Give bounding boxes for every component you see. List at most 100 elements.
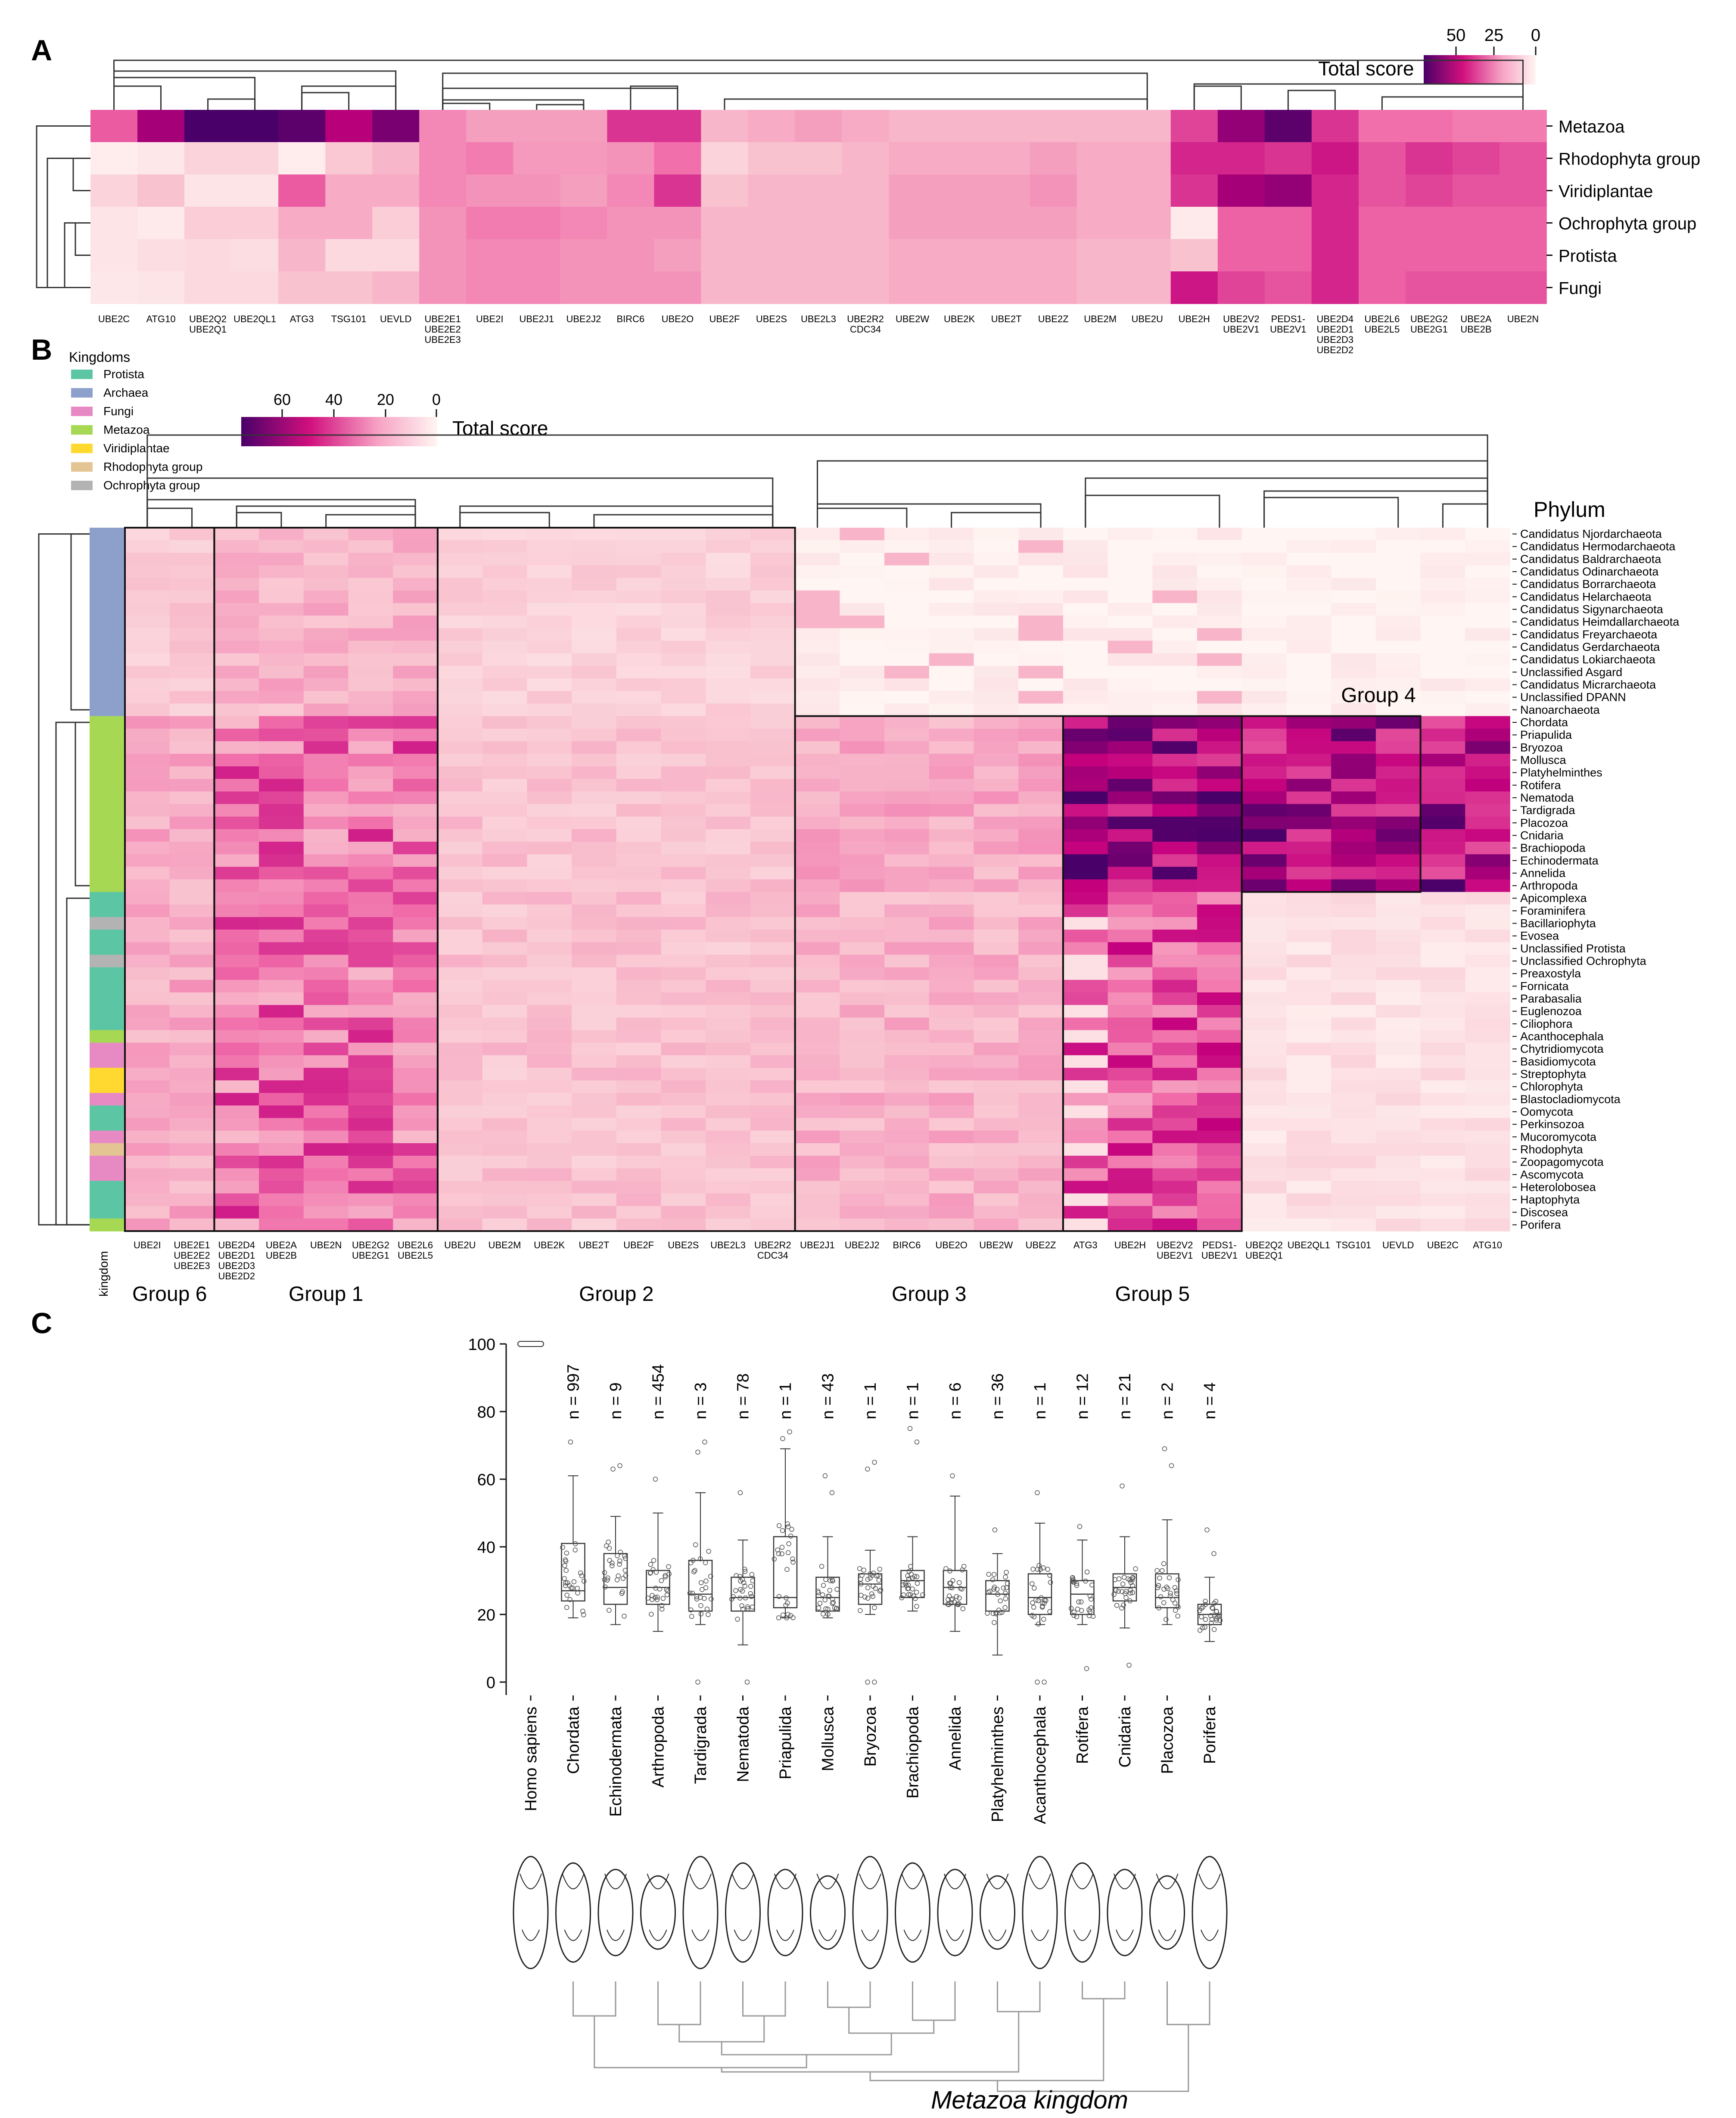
heatmap-cell	[616, 1118, 662, 1131]
heatmap-cell	[840, 766, 885, 780]
heatmap-cell	[325, 271, 373, 304]
heatmap-cell	[348, 741, 393, 754]
heatmap-cell	[661, 666, 706, 679]
n-label: n = 9	[607, 1382, 625, 1419]
heatmap-cell	[438, 1181, 483, 1194]
heatmap-cell	[572, 590, 617, 603]
heatmap-cell	[1241, 1193, 1287, 1207]
heatmap-cell	[527, 628, 572, 641]
heatmap-cell	[393, 1118, 438, 1131]
heatmap-cell	[706, 1042, 751, 1056]
heatmap-cell	[1286, 1042, 1332, 1056]
heatmap-cell	[348, 1055, 393, 1068]
heatmap-cell	[840, 1105, 885, 1119]
heatmap-cell	[1375, 1080, 1421, 1094]
heatmap-cell	[616, 1093, 662, 1106]
heatmap-cell	[929, 1168, 974, 1182]
heatmap-cell	[929, 867, 974, 880]
heatmap-cell	[750, 1005, 796, 1018]
heatmap-cell	[393, 867, 438, 880]
column-label: UEVLD	[1382, 1240, 1414, 1250]
heatmap-cell	[929, 842, 974, 855]
heatmap-cell	[348, 867, 393, 880]
heatmap-cell	[1197, 766, 1242, 780]
heatmap-cell	[706, 1017, 751, 1031]
kingdom-strip-cell	[90, 816, 125, 830]
phylum-label: Chordata	[1520, 716, 1568, 729]
heatmap-cell	[125, 616, 170, 629]
heatmap-cell	[1331, 1030, 1376, 1043]
heatmap-cell	[974, 1042, 1019, 1056]
heatmap-cell	[419, 271, 467, 304]
heatmap-cell	[1465, 879, 1510, 893]
heatmap-cell	[1076, 142, 1124, 175]
data-point	[659, 1578, 664, 1583]
heatmap-cell	[1030, 271, 1077, 304]
heatmap-cell	[482, 1005, 528, 1018]
heatmap-cell	[438, 967, 483, 980]
kingdom-strip-cell	[90, 565, 125, 578]
heatmap-cell	[214, 1080, 259, 1094]
data-point	[1041, 1617, 1046, 1622]
heatmap-cell	[661, 728, 706, 742]
heatmap-cell	[527, 766, 572, 780]
heatmap-cell	[616, 917, 662, 930]
heatmap-cell	[169, 980, 215, 993]
data-point	[1210, 1605, 1215, 1611]
heatmap-cell	[1420, 716, 1466, 729]
heatmap-cell	[393, 1156, 438, 1169]
heatmap-cell	[572, 867, 617, 880]
data-point	[825, 1593, 831, 1599]
data-point	[1004, 1570, 1009, 1575]
heatmap-cell	[750, 804, 796, 817]
heatmap-cell	[1018, 842, 1064, 855]
heatmap-cell	[1241, 528, 1287, 541]
heatmap-cell	[393, 1105, 438, 1119]
heatmap-cell	[750, 904, 796, 917]
data-point	[871, 1583, 876, 1589]
heatmap-cell	[1375, 829, 1421, 842]
column-label: UBE2L5	[398, 1250, 433, 1261]
data-point	[648, 1570, 653, 1575]
heatmap-cell	[393, 1193, 438, 1207]
heatmap-cell	[1108, 1193, 1153, 1207]
heatmap-cell	[1500, 142, 1547, 175]
heatmap-cell	[482, 728, 528, 742]
heatmap-cell	[706, 628, 751, 641]
heatmap-cell	[1241, 628, 1287, 641]
kingdom-strip-cell	[90, 540, 125, 554]
data-point	[905, 1583, 911, 1588]
data-point	[865, 1585, 871, 1590]
heatmap-cell	[1375, 1181, 1421, 1194]
panel-b-column-labels: UBE2I UBE2E1UBE2E2UBE2E3UBE2D4UBE2D1UBE2D…	[134, 1240, 1502, 1281]
heatmap-cell	[1108, 779, 1153, 792]
heatmap-cell	[1286, 917, 1332, 930]
heatmap-cell	[259, 892, 304, 905]
column-label: TSG101	[1336, 1240, 1371, 1250]
heatmap-cell	[1375, 616, 1421, 629]
dendrogram-branch	[1193, 85, 1242, 110]
kingdom-strip-cell	[90, 867, 125, 880]
heatmap-cell	[438, 829, 483, 842]
taxon-label: Arthropoda	[650, 1706, 668, 1788]
dendrogram-branch	[1085, 477, 1488, 528]
taxon-label: Rotifera	[1074, 1706, 1092, 1764]
heatmap-cell	[1465, 1156, 1510, 1169]
data-point	[737, 1595, 743, 1601]
heatmap-cell	[1152, 829, 1198, 842]
phylum-label: Priapulida	[1520, 728, 1572, 741]
dendrogram-branch	[817, 503, 1042, 528]
heatmap-cell	[527, 753, 572, 767]
heatmap-cell	[974, 741, 1019, 754]
heatmap-cell	[438, 930, 483, 943]
row-label: Rhodophyta group	[1559, 150, 1700, 169]
heatmap-cell	[884, 1156, 930, 1169]
outlier-point	[1035, 1490, 1040, 1496]
heatmap-cell	[482, 766, 528, 780]
heatmap-cell	[572, 678, 617, 691]
kingdom-strip-cell	[90, 904, 125, 917]
heatmap-cell	[1108, 930, 1153, 943]
organism-sketch	[937, 1869, 973, 1956]
heatmap-cell	[1152, 904, 1198, 917]
heatmap-cell	[1420, 1206, 1466, 1219]
